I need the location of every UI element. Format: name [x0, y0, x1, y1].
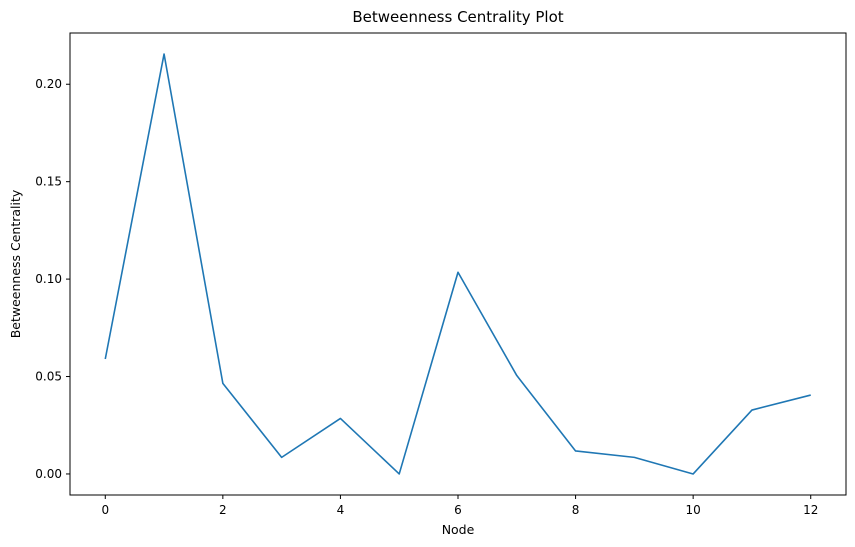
y-axis-ticks: 0.00 0.05 0.10 0.15 0.20 [35, 77, 70, 481]
y-tick-label: 0.05 [35, 370, 62, 384]
x-tick-label: 10 [686, 503, 701, 517]
y-tick-label: 0.15 [35, 175, 62, 189]
x-tick-label: 4 [337, 503, 345, 517]
x-axis-ticks: 0 2 4 6 8 10 12 [101, 495, 818, 517]
series-layer [104, 53, 811, 475]
y-tick-label: 0.10 [35, 272, 62, 286]
x-tick-label: 6 [454, 503, 462, 517]
chart-title: Betweenness Centrality Plot [352, 8, 563, 26]
x-tick-label: 2 [219, 503, 227, 517]
y-tick-label: 0.00 [35, 467, 62, 481]
y-axis-label: Betweenness Centrality [8, 189, 23, 338]
x-tick-label: 12 [803, 503, 818, 517]
series-line [104, 53, 811, 475]
plot-area [69, 32, 847, 496]
y-tick-label: 0.20 [35, 77, 62, 91]
x-tick-label: 0 [101, 503, 109, 517]
x-axis-label: Node [442, 522, 475, 537]
x-tick-label: 8 [572, 503, 580, 517]
